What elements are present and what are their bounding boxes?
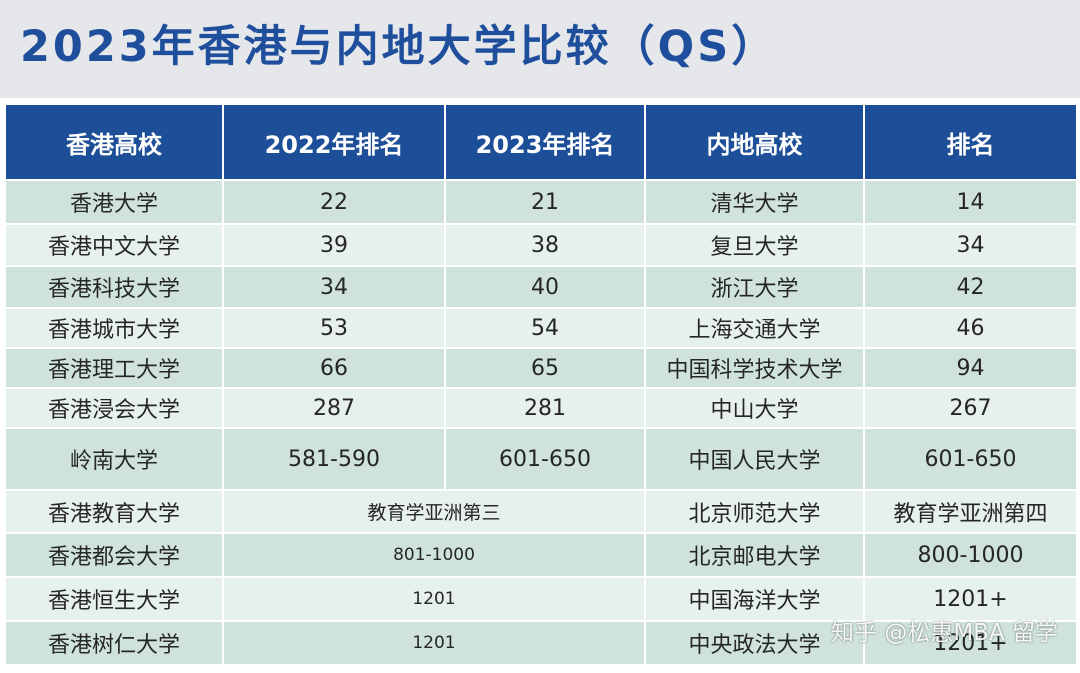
rank-2023-cell: 54 xyxy=(444,307,646,349)
mainland-university-cell: 上海交通大学 xyxy=(644,307,865,349)
table-row: 香港恒生大学 1201 中国海洋大学 1201+ xyxy=(4,576,1078,622)
page-title: 2023年香港与内地大学比较（QS） xyxy=(20,22,778,72)
mainland-university-cell: 清华大学 xyxy=(644,179,865,225)
mainland-rank-cell: 42 xyxy=(863,265,1078,309)
rank-2022-cell: 22 xyxy=(222,179,446,225)
mainland-university-cell: 中国人民大学 xyxy=(644,427,865,491)
hk-university-cell: 香港浸会大学 xyxy=(4,387,224,429)
rank-2023-cell: 281 xyxy=(444,387,646,429)
comparison-table-container: 香港高校 2022年排名 2023年排名 内地高校 排名 香港大学 22 21 … xyxy=(4,103,1078,666)
mainland-rank-cell: 267 xyxy=(863,387,1078,429)
rank-2023-cell: 65 xyxy=(444,347,646,389)
hk-university-cell: 岭南大学 xyxy=(4,427,224,491)
mainland-university-cell: 中山大学 xyxy=(644,387,865,429)
table-row: 香港理工大学 66 65 中国科学技术大学 94 xyxy=(4,347,1078,389)
hk-university-cell: 香港理工大学 xyxy=(4,347,224,389)
merged-rank-cell: 1201 xyxy=(222,576,646,622)
table-row: 香港教育大学 教育学亚洲第三 北京师范大学 教育学亚洲第四 xyxy=(4,489,1078,534)
table-row: 岭南大学 581-590 601-650 中国人民大学 601-650 xyxy=(4,427,1078,491)
rank-2022-cell: 53 xyxy=(222,307,446,349)
mainland-rank-cell: 教育学亚洲第四 xyxy=(863,489,1078,534)
merged-rank-cell: 801-1000 xyxy=(222,532,646,578)
mainland-rank-cell: 1201+ xyxy=(863,620,1078,666)
comparison-table: 香港高校 2022年排名 2023年排名 内地高校 排名 香港大学 22 21 … xyxy=(4,103,1078,666)
merged-rank-cell: 教育学亚洲第三 xyxy=(222,489,646,534)
hk-university-cell: 香港中文大学 xyxy=(4,223,224,267)
header-rank-2023: 2023年排名 xyxy=(444,103,646,181)
hk-university-cell: 香港都会大学 xyxy=(4,532,224,578)
mainland-university-cell: 浙江大学 xyxy=(644,265,865,309)
table-row: 香港城市大学 53 54 上海交通大学 46 xyxy=(4,307,1078,349)
table-row: 香港科技大学 34 40 浙江大学 42 xyxy=(4,265,1078,309)
rank-2023-cell: 40 xyxy=(444,265,646,309)
mainland-university-cell: 中国海洋大学 xyxy=(644,576,865,622)
header-mainland-rank: 排名 xyxy=(863,103,1078,181)
hk-university-cell: 香港大学 xyxy=(4,179,224,225)
mainland-rank-cell: 34 xyxy=(863,223,1078,267)
mainland-university-cell: 复旦大学 xyxy=(644,223,865,267)
mainland-rank-cell: 46 xyxy=(863,307,1078,349)
table-row: 香港浸会大学 287 281 中山大学 267 xyxy=(4,387,1078,429)
rank-2023-cell: 601-650 xyxy=(444,427,646,491)
rank-2022-cell: 66 xyxy=(222,347,446,389)
title-banner: 2023年香港与内地大学比较（QS） xyxy=(0,0,1080,98)
rank-2022-cell: 287 xyxy=(222,387,446,429)
rank-2022-cell: 39 xyxy=(222,223,446,267)
rank-2022-cell: 581-590 xyxy=(222,427,446,491)
rank-2023-cell: 21 xyxy=(444,179,646,225)
mainland-university-cell: 北京师范大学 xyxy=(644,489,865,534)
hk-university-cell: 香港科技大学 xyxy=(4,265,224,309)
hk-university-cell: 香港恒生大学 xyxy=(4,576,224,622)
mainland-rank-cell: 601-650 xyxy=(863,427,1078,491)
rank-2023-cell: 38 xyxy=(444,223,646,267)
watermark: 知乎 @松惠MBA 留学 xyxy=(831,620,1058,646)
table-row: 香港中文大学 39 38 复旦大学 34 xyxy=(4,223,1078,267)
mainland-rank-cell: 94 xyxy=(863,347,1078,389)
mainland-university-cell: 北京邮电大学 xyxy=(644,532,865,578)
mainland-university-cell: 中央政法大学 xyxy=(644,620,865,666)
header-row: 香港高校 2022年排名 2023年排名 内地高校 排名 xyxy=(4,103,1078,181)
mainland-university-cell: 中国科学技术大学 xyxy=(644,347,865,389)
hk-university-cell: 香港城市大学 xyxy=(4,307,224,349)
header-rank-2022: 2022年排名 xyxy=(222,103,446,181)
table-row: 香港大学 22 21 清华大学 14 xyxy=(4,179,1078,225)
table-row: 香港都会大学 801-1000 北京邮电大学 800-1000 xyxy=(4,532,1078,578)
merged-rank-cell: 1201 xyxy=(222,620,646,666)
header-mainland-university: 内地高校 xyxy=(644,103,865,181)
header-hk-university: 香港高校 xyxy=(4,103,224,181)
table-row: 香港树仁大学 1201 中央政法大学 1201+ xyxy=(4,620,1078,666)
mainland-rank-cell: 800-1000 xyxy=(863,532,1078,578)
hk-university-cell: 香港树仁大学 xyxy=(4,620,224,666)
hk-university-cell: 香港教育大学 xyxy=(4,489,224,534)
mainland-rank-cell: 1201+ xyxy=(863,576,1078,622)
mainland-rank-cell: 14 xyxy=(863,179,1078,225)
rank-2022-cell: 34 xyxy=(222,265,446,309)
